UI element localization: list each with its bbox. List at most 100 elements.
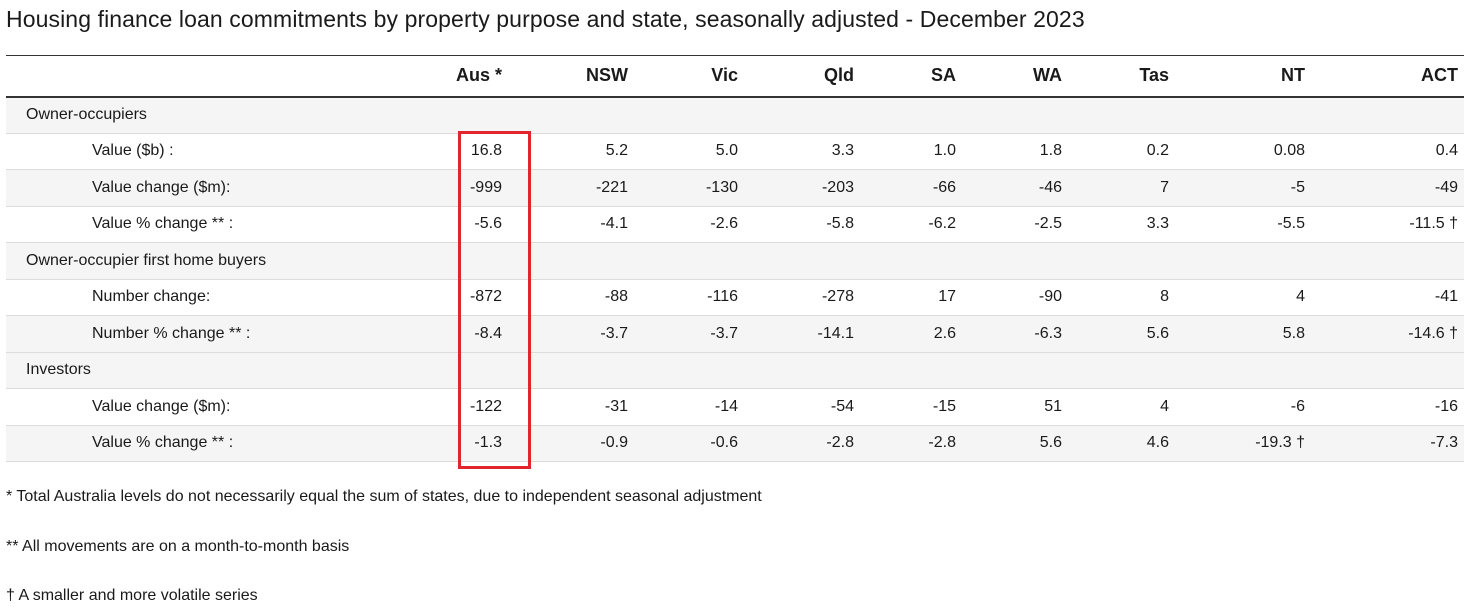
value-cell: -0.9 [508, 425, 634, 462]
value-cell: -66 [860, 169, 962, 207]
section-empty-cell [962, 352, 1068, 389]
value-cell: -6 [1175, 388, 1311, 426]
table-row: Number % change ** : -8.4 -3.7 -3.7 -14.1 2.6… [6, 315, 1464, 353]
value-cell: 3.3 [744, 133, 860, 170]
table-row: Value % change ** : -1.3 -0.9 -0.6 -2.8 -2.8 5… [6, 425, 1464, 462]
section-empty-cell [508, 352, 634, 389]
section-empty-cell [744, 352, 860, 389]
section-empty-cell [634, 352, 744, 389]
table-row: Value % change ** : -5.6 -4.1 -2.6 -5.8 -6.2 -… [6, 206, 1464, 243]
value-cell: 1.0 [860, 133, 962, 170]
section-empty-cell [1311, 352, 1464, 389]
section-label: Owner-occupiers [6, 96, 399, 134]
value-cell: -116 [634, 279, 744, 316]
value-cell: -5.8 [744, 206, 860, 243]
section-empty-cell [1175, 352, 1311, 389]
value-cell: -122 [399, 388, 508, 426]
value-cell: -872 [399, 279, 508, 316]
section-row: Owner-occupier first home buyers [6, 242, 1464, 280]
value-cell: 5.0 [634, 133, 744, 170]
value-cell: -49 [1311, 169, 1464, 207]
value-cell: -2.6 [634, 206, 744, 243]
row-label: Value % change ** : [6, 206, 399, 243]
row-label: Number change: [6, 279, 399, 316]
value-cell: -1.3 [399, 425, 508, 462]
section-empty-cell [508, 96, 634, 134]
header-act: ACT [1311, 55, 1464, 98]
row-label: Value % change ** : [6, 425, 399, 462]
value-cell: -5.6 [399, 206, 508, 243]
section-empty-cell [860, 352, 962, 389]
value-cell: -221 [508, 169, 634, 207]
section-empty-cell [399, 96, 508, 134]
header-row: Aus * NSW Vic Qld SA WA Tas NT ACT [6, 55, 1464, 98]
value-cell: -2.8 [744, 425, 860, 462]
section-row: Owner-occupiers [6, 96, 1464, 134]
value-cell: 3.3 [1068, 206, 1175, 243]
value-cell: -4.1 [508, 206, 634, 243]
value-cell: 4 [1068, 388, 1175, 426]
value-cell: -54 [744, 388, 860, 426]
value-cell: -130 [634, 169, 744, 207]
section-empty-cell [1175, 242, 1311, 280]
value-cell: 2.6 [860, 315, 962, 353]
table-row: Value change ($m): -122 -31 -14 -54 -15 51 4 -6-… [6, 388, 1464, 426]
footnote-volatile: † A smaller and more volatile series [6, 587, 258, 604]
value-cell: 8 [1068, 279, 1175, 316]
value-cell: 17 [860, 279, 962, 316]
section-empty-cell [860, 96, 962, 134]
header-nsw: NSW [508, 55, 634, 98]
header-sa: SA [860, 55, 962, 98]
value-cell: -16 [1311, 388, 1464, 426]
value-cell: 5.2 [508, 133, 634, 170]
value-cell: -278 [744, 279, 860, 316]
section-label: Investors [6, 352, 399, 389]
value-cell: 1.8 [962, 133, 1068, 170]
section-empty-cell [508, 242, 634, 280]
footnote-total: * Total Australia levels do not necessar… [6, 488, 762, 505]
value-cell: -14 [634, 388, 744, 426]
value-cell: -41 [1311, 279, 1464, 316]
value-cell: 5.8 [1175, 315, 1311, 353]
value-cell: 51 [962, 388, 1068, 426]
value-cell: -5 [1175, 169, 1311, 207]
section-empty-cell [744, 96, 860, 134]
section-empty-cell [634, 96, 744, 134]
value-cell: -15 [860, 388, 962, 426]
table-title: Housing finance loan commitments by prop… [6, 6, 1085, 32]
header-aus: Aus * [399, 55, 508, 98]
value-cell: -11.5 † [1311, 206, 1464, 243]
section-empty-cell [962, 242, 1068, 280]
section-empty-cell [744, 242, 860, 280]
value-cell: 0.08 [1175, 133, 1311, 170]
value-cell: 16.8 [399, 133, 508, 170]
table-row: Number change: -872 -88 -116 -278 17 -90 8 4 -41 [6, 279, 1464, 316]
value-cell: -88 [508, 279, 634, 316]
section-label: Owner-occupier first home buyers [6, 242, 399, 280]
value-cell: -203 [744, 169, 860, 207]
value-cell: -90 [962, 279, 1068, 316]
section-empty-cell [860, 242, 962, 280]
value-cell: -0.6 [634, 425, 744, 462]
value-cell: -5.5 [1175, 206, 1311, 243]
header-nt: NT [1175, 55, 1311, 98]
header-tas: Tas [1068, 55, 1175, 98]
value-cell: -6.2 [860, 206, 962, 243]
value-cell: -14.1 [744, 315, 860, 353]
value-cell: -999 [399, 169, 508, 207]
section-empty-cell [1068, 96, 1175, 134]
value-cell: -2.8 [860, 425, 962, 462]
value-cell: -46 [962, 169, 1068, 207]
section-empty-cell [1175, 96, 1311, 134]
section-empty-cell [1068, 352, 1175, 389]
header-label [6, 55, 399, 98]
header-wa: WA [962, 55, 1068, 98]
value-cell: -3.7 [634, 315, 744, 353]
row-label: Number % change ** : [6, 315, 399, 353]
section-empty-cell [399, 352, 508, 389]
value-cell: -7.3 [1311, 425, 1464, 462]
header-vic: Vic [634, 55, 744, 98]
value-cell: -19.3 † [1175, 425, 1311, 462]
section-row: Investors [6, 352, 1464, 389]
section-empty-cell [1311, 242, 1464, 280]
